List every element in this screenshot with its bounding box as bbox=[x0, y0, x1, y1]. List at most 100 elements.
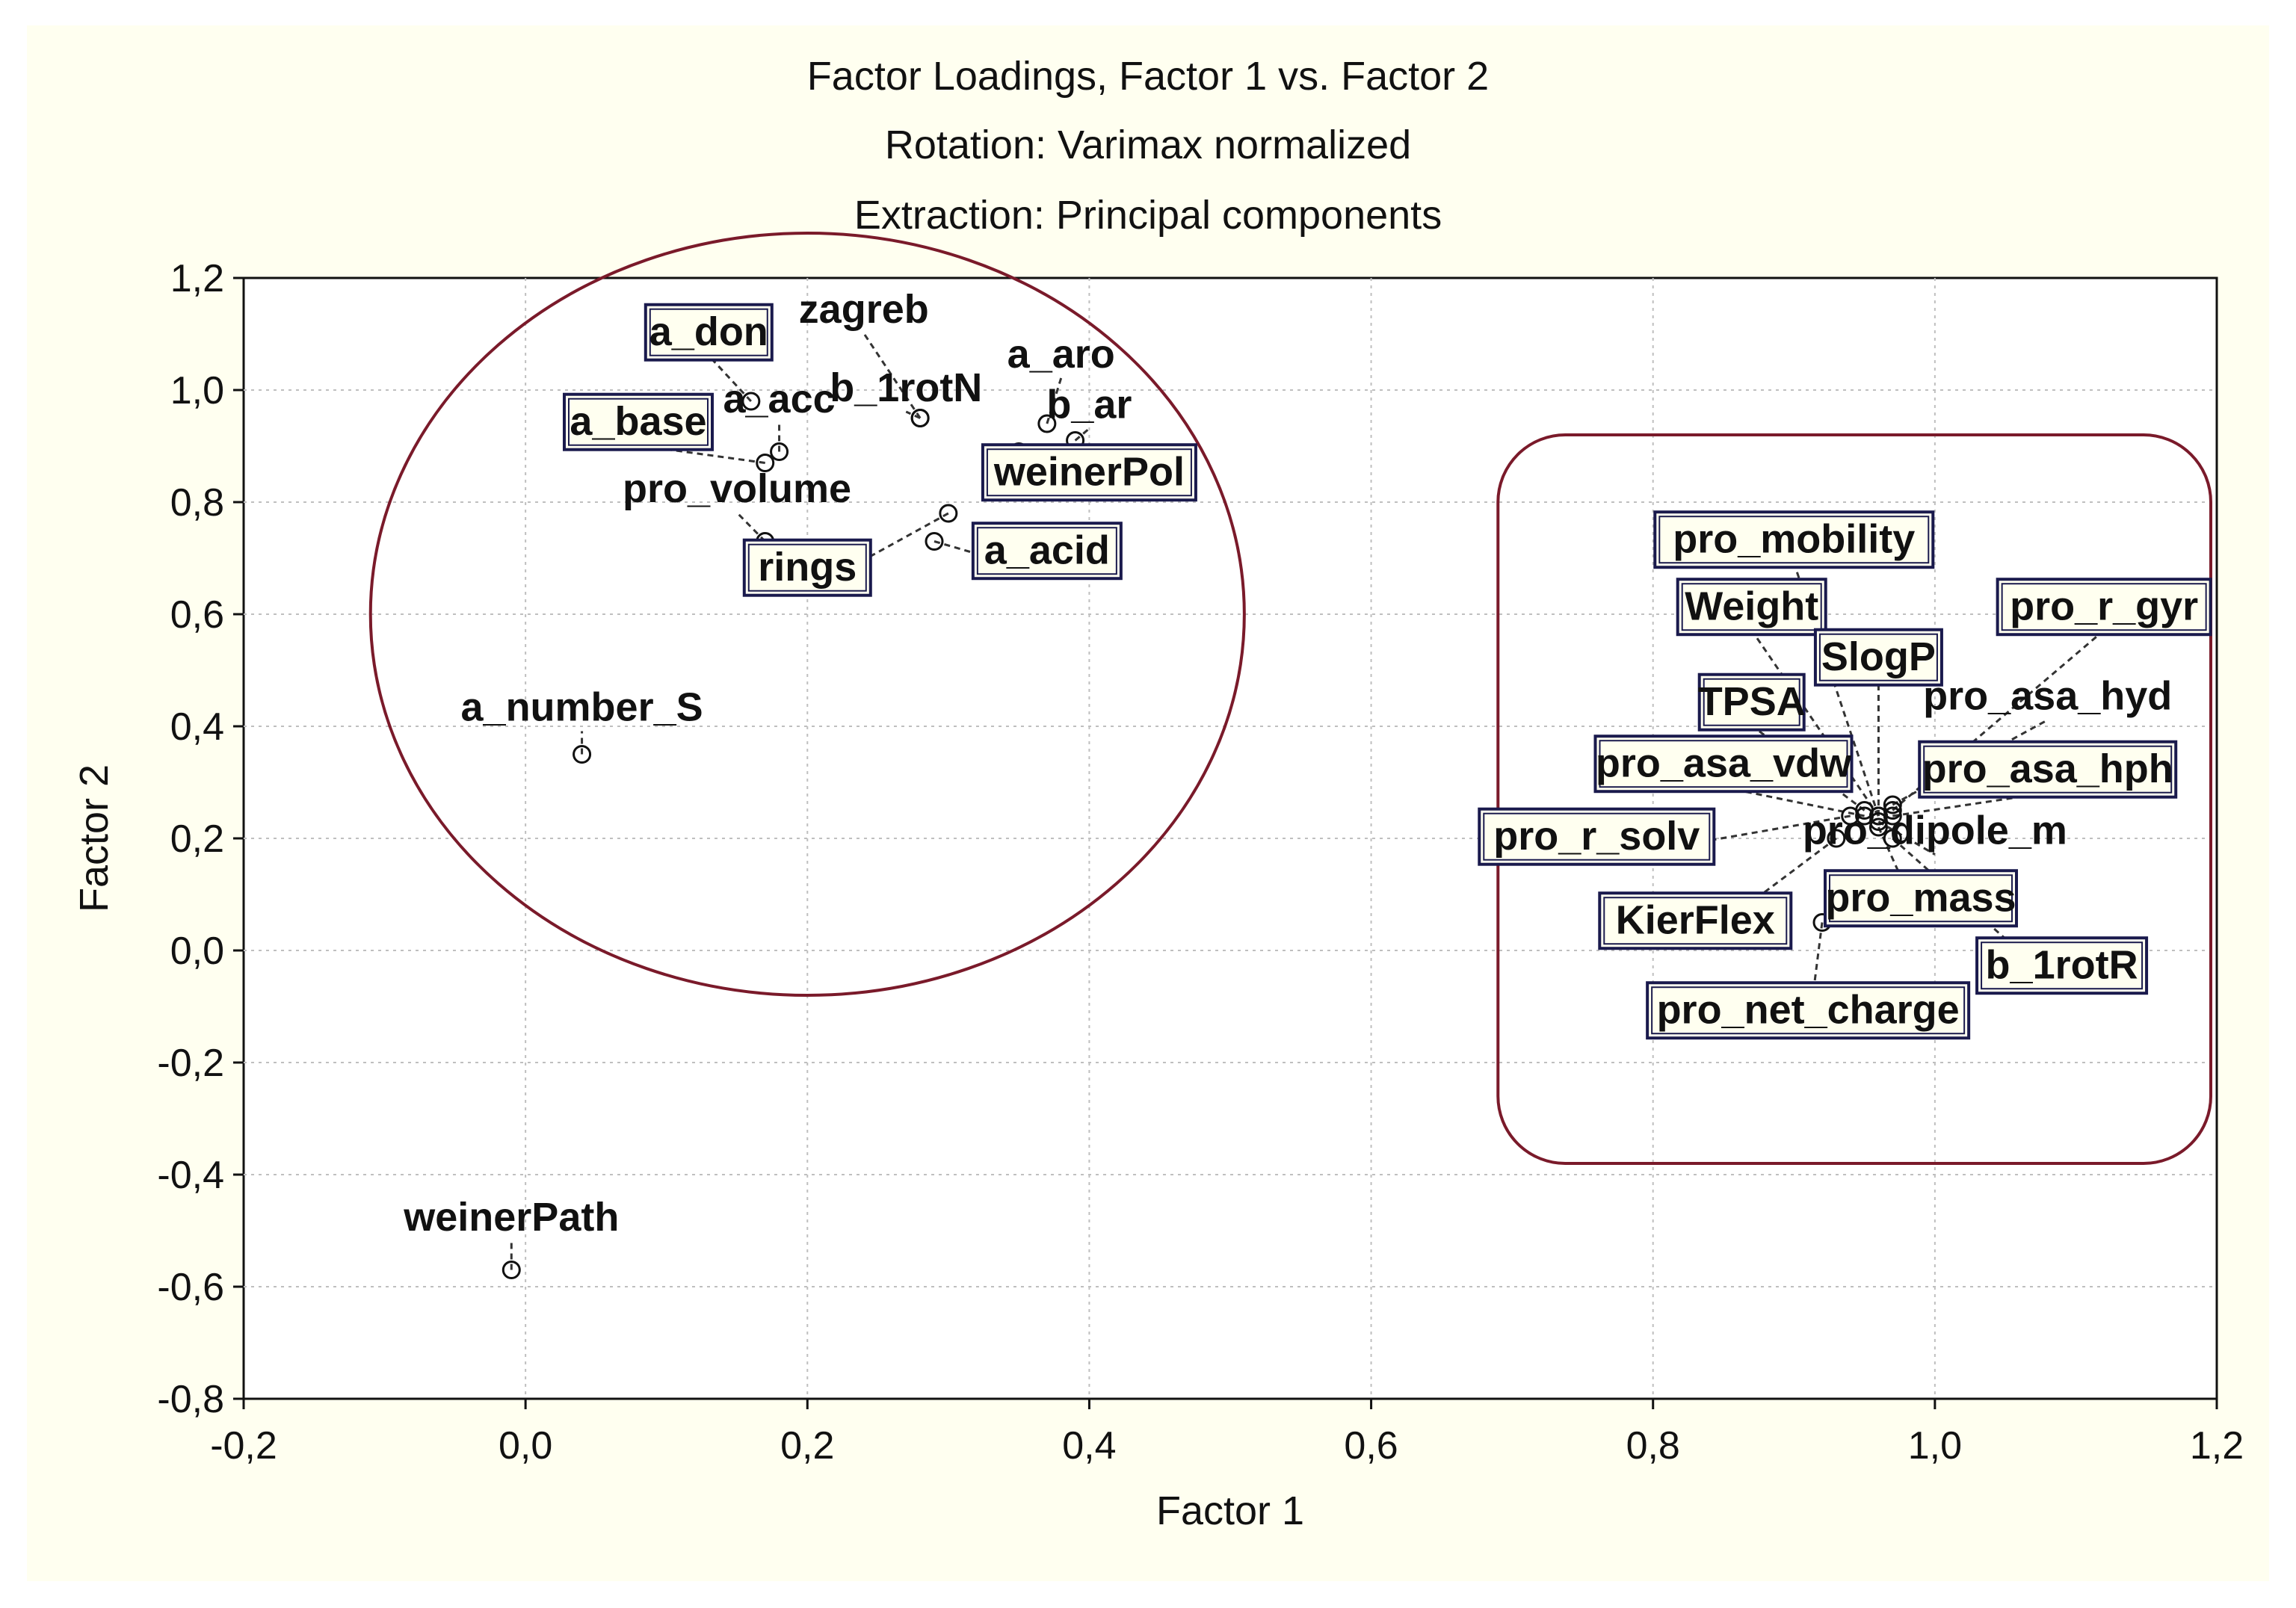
label-weinerpol: weinerPol bbox=[993, 450, 1185, 495]
y-tick-label: -0,2 bbox=[157, 1042, 224, 1085]
label-a-don: a_don bbox=[649, 309, 768, 354]
y-tick-label: 0,4 bbox=[170, 705, 224, 749]
label-rings: rings bbox=[758, 545, 857, 590]
label-box-rings bbox=[742, 538, 872, 597]
chart-subtitle-rotation: Rotation: Varimax normalized bbox=[885, 123, 1411, 167]
label-box-a-don bbox=[644, 303, 774, 362]
label-tpsa: TPSA bbox=[1698, 679, 1806, 724]
label-box-pro-mobility bbox=[1653, 510, 1935, 569]
label-box-weight bbox=[1676, 578, 1827, 637]
label-kierflex: KierFlex bbox=[1616, 898, 1775, 943]
point-pro-dipole-m bbox=[1868, 812, 1888, 831]
x-tick-label: 1,0 bbox=[1908, 1424, 1962, 1468]
point-a-acc bbox=[770, 442, 789, 461]
x-axis-ticks: -0,2 0,0 0,2 0,4 0,6 0,8 1,0 1,2 bbox=[210, 1399, 2244, 1468]
label-b-1rotn: b_1rotN bbox=[830, 365, 982, 410]
label-box-pro-net-charge bbox=[1646, 981, 1971, 1040]
y-tick-label: 1,0 bbox=[170, 369, 224, 412]
point-kierflex bbox=[1827, 829, 1846, 848]
label-box-pro-r-solv bbox=[1478, 807, 1716, 866]
label-box-inner-b-1rotr bbox=[1981, 941, 2144, 990]
label-box-inner-pro-asa-hph bbox=[1923, 745, 2173, 794]
leader-line-pro-dipole-m bbox=[1877, 820, 1936, 856]
y-tick-label: -0,8 bbox=[157, 1378, 224, 1421]
label-box-inner-slogp bbox=[1818, 633, 1938, 681]
x-tick-label: 0,4 bbox=[1062, 1424, 1116, 1468]
label-weight: Weight bbox=[1685, 584, 1818, 629]
chart-subtitle-extraction: Extraction: Principal components bbox=[854, 193, 1442, 238]
label-box-pro-asa-hph bbox=[1918, 740, 2178, 799]
leader-line-rings bbox=[806, 512, 949, 593]
label-box-tpsa bbox=[1697, 672, 1806, 732]
label-box-inner-pro-net-charge bbox=[1651, 986, 1966, 1035]
cluster-ellipse bbox=[368, 232, 1246, 997]
label-box-inner-pro-mobility bbox=[1658, 516, 1930, 564]
label-a-number-s: a_number_S bbox=[461, 685, 703, 730]
point-b-1rotr bbox=[1883, 829, 1902, 848]
point-pro-mass bbox=[1868, 817, 1888, 837]
point-a-don bbox=[741, 392, 761, 411]
label-box-inner-pro-r-gyr bbox=[2001, 583, 2207, 631]
label-pro-mobility: pro_mobility bbox=[1673, 517, 1915, 562]
cluster-rounded-rectangle bbox=[1496, 433, 2213, 1165]
point-a-acid bbox=[925, 532, 944, 551]
label-box-inner-a-don bbox=[649, 308, 768, 356]
label-box-kierflex bbox=[1598, 891, 1793, 950]
point-a-aro bbox=[1037, 414, 1057, 433]
label-box-inner-a-acid bbox=[976, 527, 1117, 575]
x-tick-label: 0,8 bbox=[1626, 1424, 1680, 1468]
x-axis-label: Factor 1 bbox=[1156, 1488, 1304, 1533]
point-a-number-s bbox=[573, 745, 592, 764]
chart-title: Factor Loadings, Factor 1 vs. Factor 2 bbox=[807, 54, 1489, 99]
y-tick-label: 1,2 bbox=[170, 257, 224, 300]
x-tick-label: 0,6 bbox=[1344, 1424, 1398, 1468]
label-pro-asa-vdw: pro_asa_vdw bbox=[1596, 741, 1852, 786]
label-box-b-1rotr bbox=[1975, 936, 2149, 995]
leader-line-pro-net-charge bbox=[1806, 922, 1824, 1034]
label-box-a-acid bbox=[971, 522, 1123, 581]
label-pro-r-gyr: pro_r_gyr bbox=[2010, 584, 2198, 629]
label-a-acid: a_acid bbox=[984, 528, 1110, 573]
label-zagreb: zagreb bbox=[799, 287, 929, 332]
y-tick-label: 0,2 bbox=[170, 817, 224, 861]
label-box-inner-weinerpol bbox=[986, 448, 1192, 497]
label-pro-mass: pro_mass bbox=[1825, 876, 2016, 921]
y-axis-label: Factor 2 bbox=[72, 764, 117, 912]
grid-lines bbox=[244, 278, 2217, 1399]
label-b-ar: b_ar bbox=[1046, 383, 1132, 427]
data-points bbox=[502, 392, 1902, 1279]
y-tick-label: 0,8 bbox=[170, 481, 224, 525]
label-slogp: SlogP bbox=[1821, 634, 1936, 679]
point-b-1rotn bbox=[910, 409, 930, 427]
label-box-inner-rings bbox=[747, 543, 867, 592]
chart-frame: Factor Loadings, Factor 1 vs. Factor 2 R… bbox=[27, 25, 2269, 1581]
label-box-a-base bbox=[563, 392, 714, 451]
leader-line-b-ar bbox=[1074, 427, 1090, 442]
x-tick-label: -0,2 bbox=[210, 1424, 277, 1468]
label-box-inner-pro-mass bbox=[1829, 874, 2013, 923]
label-pro-asa-hyd: pro_asa_hyd bbox=[1923, 674, 2172, 719]
label-box-inner-weight bbox=[1681, 583, 1822, 631]
label-pro-r-solv: pro_r_solv bbox=[1493, 814, 1700, 859]
label-a-acc: a_acc bbox=[723, 377, 835, 421]
label-box-weinerpol bbox=[981, 443, 1197, 502]
label-weinerpath: weinerPath bbox=[403, 1195, 619, 1240]
x-tick-label: 1,2 bbox=[2190, 1424, 2244, 1468]
y-axis-ticks: 1,2 1,0 0,8 0,6 0,4 0,2 0,0 -0,2 -0,4 -0,6 -0,8 bbox=[157, 257, 244, 1421]
leader-line-a-aro bbox=[1046, 377, 1063, 424]
x-tick-label: 0,2 bbox=[780, 1424, 834, 1468]
point-weinerpath bbox=[502, 1261, 521, 1279]
label-box-inner-pro-asa-vdw bbox=[1599, 740, 1848, 788]
y-tick-label: 0,6 bbox=[170, 593, 224, 637]
leader-line-pro-volume bbox=[735, 511, 766, 542]
label-pro-volume: pro_volume bbox=[623, 466, 851, 511]
leader-line-b-1rotn bbox=[905, 410, 921, 419]
point-pro-asa-hyd bbox=[1883, 795, 1902, 814]
point-pro-r-solv bbox=[1841, 806, 1860, 826]
label-a-aro: a_aro bbox=[1007, 332, 1115, 377]
label-box-inner-tpsa bbox=[1703, 678, 1800, 726]
label-box-inner-a-base bbox=[568, 398, 709, 446]
label-b-1rotr: b_1rotR bbox=[1986, 943, 2138, 988]
point-a-base bbox=[756, 454, 775, 472]
